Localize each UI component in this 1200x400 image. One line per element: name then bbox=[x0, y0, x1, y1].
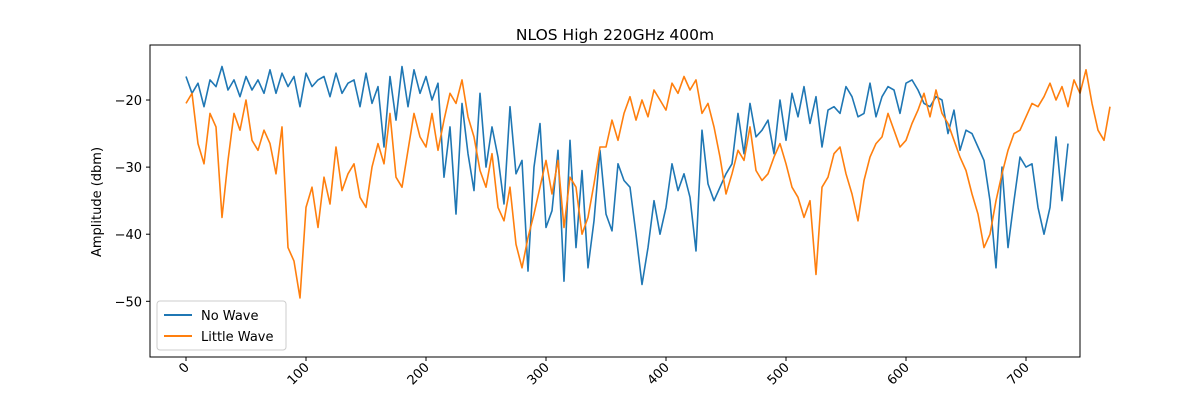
series-line-little-wave bbox=[185, 69, 1111, 299]
x-tick-label: 700 bbox=[1005, 360, 1033, 388]
legend: No Wave Little Wave bbox=[156, 300, 287, 351]
y-tick-label: −30 bbox=[115, 161, 142, 176]
plot-frame bbox=[149, 44, 1081, 358]
legend-label-little-wave: Little Wave bbox=[201, 330, 273, 345]
legend-frame bbox=[156, 300, 287, 351]
x-tick-label: 300 bbox=[525, 360, 553, 388]
x-axis: 0 100 200 300 400 500 600 700 bbox=[176, 357, 1033, 388]
x-tick-label: 200 bbox=[405, 360, 433, 388]
y-axis-title: Amplitude (dbm) bbox=[90, 147, 105, 257]
x-tick-label: 500 bbox=[765, 360, 793, 388]
y-axis: −50 −40 −30 −20 bbox=[115, 94, 150, 310]
y-tick-label: −20 bbox=[115, 94, 142, 109]
x-tick-label: 100 bbox=[285, 360, 313, 388]
chart-title: NLOS High 220GHz 400m bbox=[516, 26, 714, 44]
x-tick-label: 0 bbox=[176, 360, 192, 376]
x-tick-label: 600 bbox=[885, 360, 913, 388]
series-line-no-wave bbox=[185, 65, 1069, 286]
plot-area bbox=[185, 65, 1111, 299]
legend-label-no-wave: No Wave bbox=[201, 309, 259, 324]
y-tick-label: −50 bbox=[115, 295, 142, 310]
x-tick-label: 400 bbox=[645, 360, 673, 388]
y-tick-label: −40 bbox=[115, 228, 142, 243]
